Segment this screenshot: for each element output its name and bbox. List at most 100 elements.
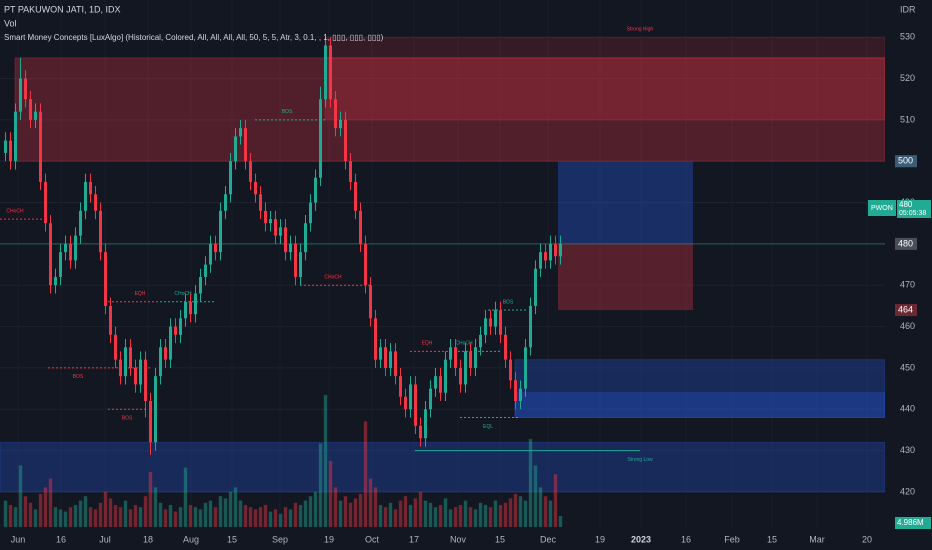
candle-body: [194, 293, 197, 315]
candle-body: [164, 347, 167, 360]
candle-body: [69, 243, 72, 261]
candle-body: [179, 318, 182, 335]
price-tag: [895, 304, 917, 317]
candle-body: [299, 252, 302, 277]
price-tag-label: 480: [898, 238, 913, 248]
volume-bar: [388, 502, 393, 527]
candle-body: [344, 119, 347, 162]
last-price-label: 480: [899, 200, 913, 209]
volume-bar: [133, 505, 138, 527]
candle-body: [254, 181, 257, 195]
candle-body: [369, 285, 372, 319]
candle-body: [469, 351, 472, 368]
volume-bar: [423, 500, 428, 527]
volume-bar: [248, 507, 253, 527]
volume-bar: [243, 505, 248, 527]
candle-body: [359, 210, 362, 244]
time-axis: [0, 528, 932, 550]
structure-label: CHoCH: [455, 341, 473, 347]
structure-label: BOS: [122, 416, 133, 422]
candle-body: [364, 243, 367, 286]
volume-bar: [518, 496, 523, 527]
volume-bar: [33, 509, 38, 527]
candle-body: [464, 351, 467, 385]
x-tick-label: Sep: [272, 534, 288, 544]
volume-bar: [128, 509, 133, 527]
candle-body: [19, 78, 22, 112]
structure-label: EQH: [422, 341, 433, 347]
candle-body: [119, 359, 122, 377]
candle-body: [429, 388, 432, 410]
volume-bar: [448, 509, 453, 527]
volume-bar: [373, 487, 378, 527]
candle-body: [139, 359, 142, 385]
y-tick-label: 520: [900, 73, 915, 83]
y-tick-label: 530: [900, 32, 915, 42]
volume-bar: [8, 505, 13, 527]
x-tick-label: Jul: [99, 534, 111, 544]
zone: [558, 243, 693, 311]
candle-body: [414, 384, 417, 426]
candle-body: [49, 223, 52, 286]
volume-bar: [233, 487, 238, 527]
volume-bar: [368, 478, 373, 527]
x-tick-label: 19: [595, 534, 605, 544]
candle-body: [174, 326, 177, 335]
volume-bar: [118, 507, 123, 527]
symbol-tag: [868, 200, 896, 216]
y-tick-label: 450: [900, 362, 915, 372]
volume-tag: [895, 517, 931, 529]
volume-bar: [183, 467, 188, 527]
volume-bar: [278, 513, 283, 527]
volume-bar: [478, 502, 483, 527]
candle-body: [389, 351, 392, 368]
candle-body: [89, 181, 92, 195]
volume-bar: [223, 498, 228, 527]
volume-legend: Vol: [4, 18, 17, 28]
x-tick-label: Mar: [809, 534, 825, 544]
volume-bar: [353, 498, 358, 527]
candle-body: [154, 376, 157, 443]
volume-bar: [433, 507, 438, 527]
volume-bar: [523, 500, 528, 527]
candle-body: [399, 376, 402, 397]
volume-bar: [93, 509, 98, 527]
candle-body: [169, 326, 172, 360]
volume-bar: [513, 494, 518, 527]
volume-bar: [308, 496, 313, 527]
candle-body: [94, 194, 97, 211]
volume-bar: [488, 507, 493, 527]
volume-bar: [453, 507, 458, 527]
volume-bar: [393, 509, 398, 527]
x-tick-label: 16: [56, 534, 66, 544]
candle-body: [339, 119, 342, 129]
candle-body: [189, 301, 192, 315]
candle-body: [74, 235, 77, 261]
volume-bar: [533, 465, 538, 527]
candle-body: [499, 310, 502, 335]
volume-bar: [363, 421, 368, 527]
volume-bar: [428, 502, 433, 527]
candle-body: [184, 301, 187, 319]
volume-bar: [383, 507, 388, 527]
candle-body: [544, 252, 547, 261]
candle-body: [509, 359, 512, 381]
volume-bar: [318, 443, 323, 527]
candle-body: [124, 347, 127, 377]
volume-bar: [83, 496, 88, 527]
candle-body: [114, 334, 117, 360]
candle-body: [149, 400, 152, 443]
x-tick-label: Jun: [11, 534, 26, 544]
candle-body: [309, 202, 312, 224]
volume-bar: [528, 439, 533, 527]
volume-bar: [403, 496, 408, 527]
volume-bar: [148, 472, 153, 527]
x-tick-label: Aug: [183, 534, 199, 544]
x-tick-label: Dec: [540, 534, 557, 544]
candle-body: [404, 396, 407, 410]
candle-body: [519, 388, 522, 401]
x-tick-label: 19: [324, 534, 334, 544]
zone: [324, 57, 886, 121]
